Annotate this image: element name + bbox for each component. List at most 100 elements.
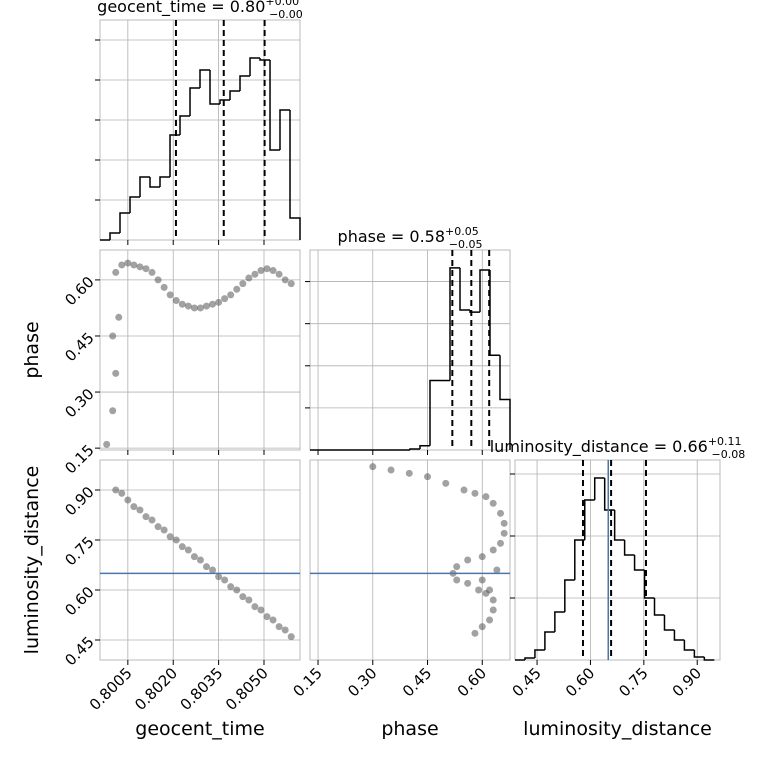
hist-step xyxy=(149,177,160,188)
y-tick-label: 0.45 xyxy=(61,633,97,669)
sample-point xyxy=(500,529,508,537)
sample-point xyxy=(166,291,174,299)
panel-title: geocent_time = 0.80+0.00 −0.00 xyxy=(97,0,303,21)
panel-frame xyxy=(99,459,301,661)
sample-point xyxy=(497,539,505,547)
sample-point xyxy=(148,516,156,524)
sample-point xyxy=(482,493,490,501)
sample-point xyxy=(405,469,413,477)
sample-point xyxy=(475,586,483,594)
hist-step xyxy=(633,555,645,571)
sample-point xyxy=(178,543,186,551)
x-tick-label: 0.8020 xyxy=(131,664,181,714)
sample-point xyxy=(109,332,117,340)
x-tick-label: 0.60 xyxy=(454,664,490,700)
hist-step xyxy=(449,267,460,381)
sample-point xyxy=(227,291,235,299)
panel-frame xyxy=(99,19,301,241)
x-tick-label: 0.45 xyxy=(509,664,545,700)
hist-step xyxy=(259,58,271,61)
sample-point xyxy=(424,473,432,481)
hist-step xyxy=(623,540,635,556)
sample-point xyxy=(257,267,265,275)
hist-step xyxy=(489,270,500,357)
sample-point xyxy=(257,606,265,614)
hist-step xyxy=(179,115,191,135)
hist-step xyxy=(584,499,595,540)
hist-step xyxy=(429,379,440,446)
hist-step xyxy=(693,650,705,658)
sample-point xyxy=(227,583,235,591)
sample-point xyxy=(275,270,283,278)
y-tick-label: 0.60 xyxy=(61,583,97,619)
sample-point xyxy=(251,270,259,278)
title-lower: −0.05 xyxy=(449,238,483,251)
sample-point xyxy=(287,280,295,288)
hist-step xyxy=(479,269,490,313)
sample-point xyxy=(103,440,111,448)
sample-point xyxy=(196,304,204,312)
sample-point xyxy=(251,603,259,611)
hist-step xyxy=(524,657,535,660)
sample-point xyxy=(287,633,295,641)
sample-point xyxy=(478,623,486,631)
title-text: luminosity_distance = 0.66 xyxy=(490,437,708,457)
sample-point xyxy=(478,553,486,561)
sample-point xyxy=(275,623,283,631)
sample-point xyxy=(489,499,497,507)
x-axis-label: luminosity_distance xyxy=(523,718,712,740)
sample-point xyxy=(497,509,505,517)
x-tick-label: 0.45 xyxy=(399,664,435,700)
sample-point xyxy=(500,519,508,527)
sample-point xyxy=(203,302,211,310)
sample-point xyxy=(184,302,192,310)
sample-point xyxy=(486,586,494,594)
y-axis-label: luminosity_distance xyxy=(21,466,43,655)
sample-point xyxy=(471,489,479,497)
panel-frame xyxy=(514,459,721,661)
sample-point xyxy=(442,479,450,487)
sample-point xyxy=(464,579,472,587)
hist-step xyxy=(613,510,625,541)
x-axis-label: phase xyxy=(381,718,438,740)
sample-point xyxy=(136,263,144,271)
y-tick-label: 0.30 xyxy=(61,385,97,421)
sample-point xyxy=(154,276,162,284)
sample-point xyxy=(142,513,150,521)
sample-point xyxy=(245,274,253,282)
title-text: geocent_time = 0.80 xyxy=(97,0,265,17)
sample-point xyxy=(166,533,174,541)
hist-step xyxy=(129,196,140,213)
hist-step xyxy=(249,57,260,76)
hist-step xyxy=(603,478,615,511)
x-axis-label: geocent_time xyxy=(135,718,264,740)
sample-point xyxy=(263,613,271,621)
sample-point xyxy=(239,593,247,601)
hist-step xyxy=(544,631,555,650)
sample-point xyxy=(118,489,126,497)
panel-frame xyxy=(99,249,301,451)
sample-point xyxy=(453,563,461,571)
x-tick-label: 0.8035 xyxy=(177,664,227,714)
sample-point xyxy=(130,503,138,511)
sample-point xyxy=(203,563,211,571)
hist-step xyxy=(419,445,430,449)
sample-point xyxy=(112,369,120,377)
sample-point xyxy=(172,296,180,304)
x-tick-label: 0.75 xyxy=(615,664,651,700)
sample-point xyxy=(209,566,217,574)
hist-step xyxy=(564,579,575,612)
sample-point xyxy=(460,486,468,494)
sample-point xyxy=(464,556,472,564)
sample-point xyxy=(160,526,168,534)
sample-point xyxy=(109,407,117,415)
sample-point xyxy=(190,553,198,561)
hist-step xyxy=(459,267,470,311)
y-tick-label: 0.15 xyxy=(61,441,97,477)
sample-point xyxy=(221,295,229,303)
hist-step xyxy=(663,615,675,631)
x-tick-label: 0.30 xyxy=(344,664,380,700)
panel-title: phase = 0.58+0.05 −0.05 xyxy=(338,225,483,251)
sample-point xyxy=(118,261,126,269)
